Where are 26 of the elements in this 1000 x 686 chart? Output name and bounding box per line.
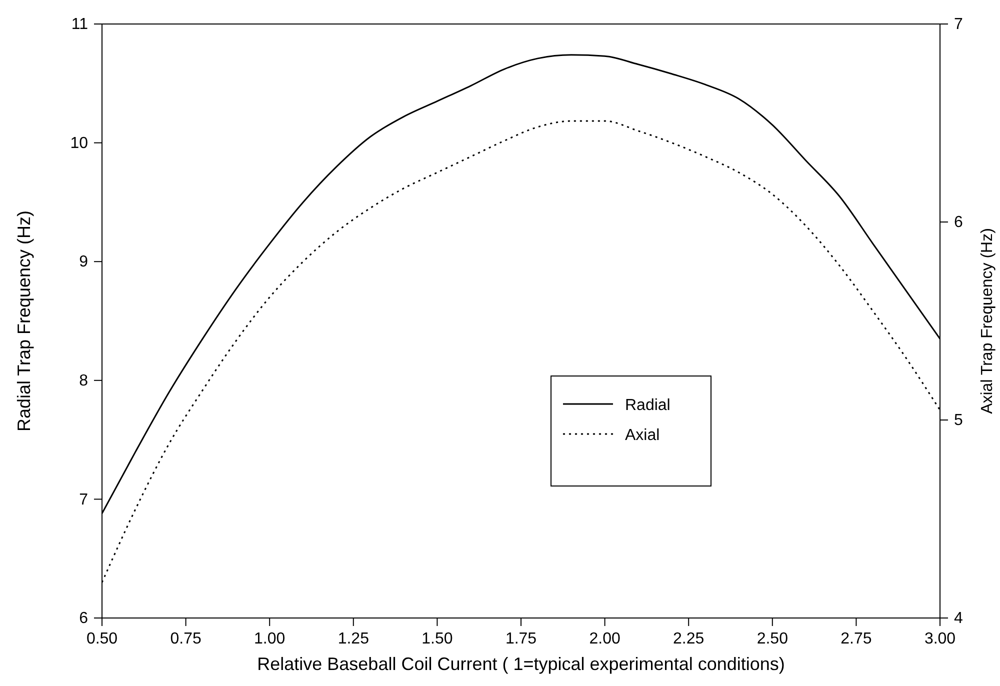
legend-label: Radial (625, 397, 670, 414)
y-axis-title: Radial Trap Frequency (Hz) (14, 210, 34, 432)
x-tick-label: 2.75 (840, 630, 872, 648)
x-tick-label: 1.50 (422, 630, 453, 648)
x-tick-label: 1.00 (254, 630, 286, 648)
y2-tick-label: 6 (954, 214, 963, 232)
y-tick-label: 10 (70, 134, 88, 152)
y-tick-label: 6 (79, 610, 88, 628)
y2-axis-title: Axial Trap Frequency (Hz) (979, 228, 996, 414)
x-tick-label: 2.00 (589, 630, 620, 648)
x-tick-label: 2.25 (673, 630, 704, 648)
x-tick-label: 0.75 (170, 630, 202, 648)
y2-tick-label: 7 (954, 16, 963, 34)
x-tick-label: 0.50 (86, 630, 118, 648)
y-tick-label: 8 (79, 372, 88, 390)
x-tick-label: 2.50 (756, 630, 788, 648)
y2-tick-label: 4 (954, 610, 963, 628)
x-tick-label: 1.25 (338, 630, 370, 648)
y-tick-label: 11 (71, 16, 88, 34)
x-tick-label: 1.75 (505, 630, 537, 648)
x-tick-label: 3.00 (924, 630, 956, 648)
x-axis-title: Relative Baseball Coil Current ( 1=typical experimental conditions) (257, 654, 785, 674)
y-tick-label: 7 (79, 491, 88, 508)
y-tick-label: 9 (79, 254, 88, 271)
y2-tick-label: 5 (954, 412, 963, 430)
legend-label: Axial (625, 427, 660, 444)
